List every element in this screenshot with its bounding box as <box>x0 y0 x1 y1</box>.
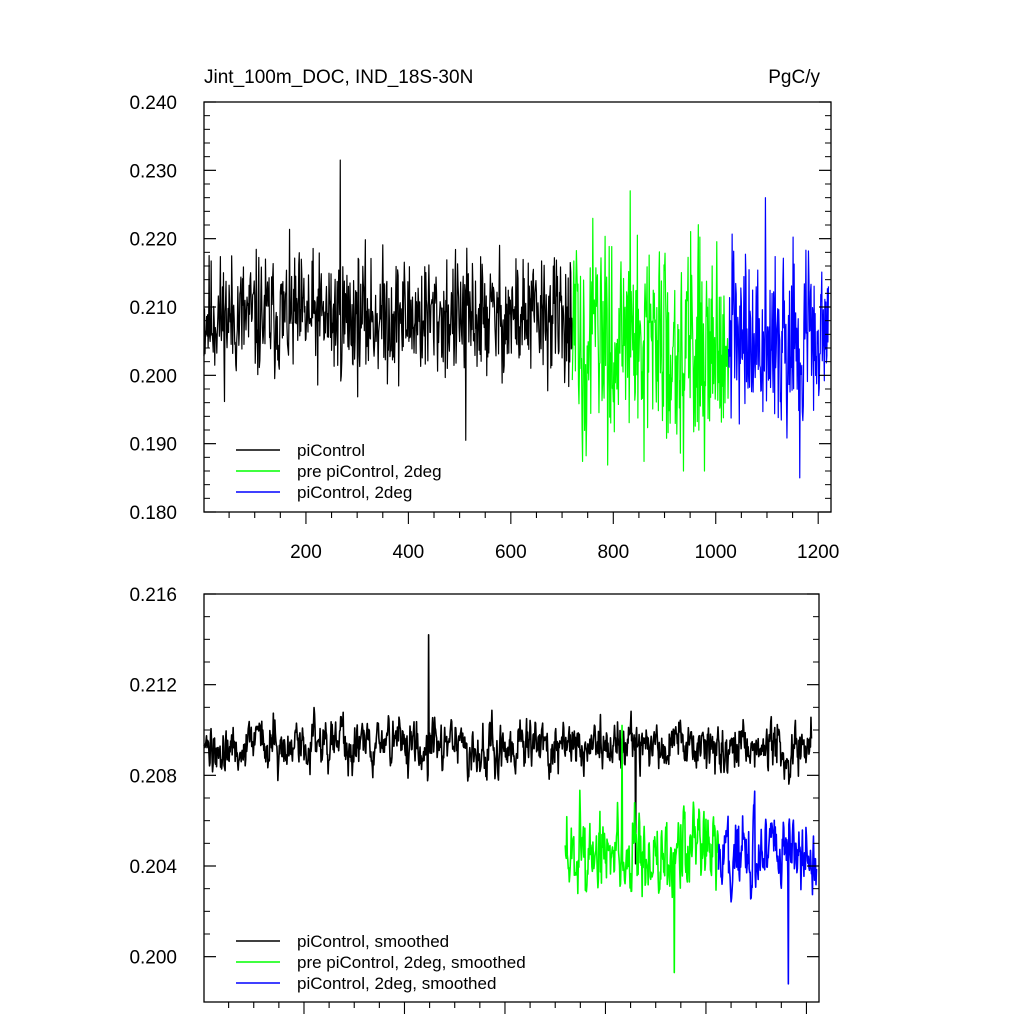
legend-label-picontrol: piControl <box>297 441 365 460</box>
y-tick-label: 0.240 <box>129 93 177 114</box>
series-line <box>203 159 573 441</box>
x-tick-label: 200 <box>290 542 322 563</box>
series-line <box>203 634 813 865</box>
y-tick-label: 0.210 <box>129 298 177 319</box>
top-legend: piControl pre piControl, 2deg piControl,… <box>236 441 442 502</box>
series-line <box>571 190 730 472</box>
x-tick-label: 1000 <box>695 542 737 563</box>
units-label: PgC/y <box>768 67 820 88</box>
y-tick-label: 0.200 <box>129 948 177 969</box>
y-tick-label: 0.180 <box>129 503 177 524</box>
y-tick-label: 0.230 <box>129 161 177 182</box>
y-tick-label: 0.220 <box>129 230 177 251</box>
series-line <box>564 724 720 974</box>
legend-label-pre-picontrol-2deg-smoothed: pre piControl, 2deg, smoothed <box>297 953 526 972</box>
bottom-series-group <box>203 634 818 985</box>
y-tick-label: 0.216 <box>129 585 177 606</box>
y-tick-label: 0.190 <box>129 435 177 456</box>
series-line <box>727 197 830 479</box>
x-tick-label: 800 <box>597 542 629 563</box>
top-ticks: 0.180 0.190 0.200 0.210 0.220 0.230 0.240 200 40… <box>129 93 839 563</box>
x-tick-label: 600 <box>495 542 527 563</box>
legend-label-picontrol-2deg-smoothed: piControl, 2deg, smoothed <box>297 974 496 993</box>
legend-label-picontrol-2deg: piControl, 2deg <box>297 483 412 502</box>
y-tick-label: 0.212 <box>129 676 177 697</box>
bottom-legend: piControl, smoothed pre piControl, 2deg,… <box>236 932 526 993</box>
y-tick-label: 0.200 <box>129 366 177 387</box>
y-tick-label: 0.204 <box>129 857 177 878</box>
legend-label-picontrol-smoothed: piControl, smoothed <box>297 932 449 951</box>
x-tick-label: 1200 <box>797 542 839 563</box>
chart-title: Jint_100m_DOC, IND_18S-30N <box>204 67 473 88</box>
x-tick-label: 400 <box>393 542 425 563</box>
bottom-ticks: 0.200 0.204 0.208 0.212 0.216 <box>129 585 819 1014</box>
top-series-group <box>203 159 830 479</box>
bottom-panel: 0.200 0.204 0.208 0.212 0.216 piControl, smo… <box>129 585 820 1014</box>
y-tick-label: 0.208 <box>129 766 177 787</box>
series-line <box>717 790 818 985</box>
legend-label-pre-picontrol-2deg: pre piControl, 2deg <box>297 462 442 481</box>
top-panel: 0.180 0.190 0.200 0.210 0.220 0.230 0.240 200 40… <box>129 93 839 563</box>
